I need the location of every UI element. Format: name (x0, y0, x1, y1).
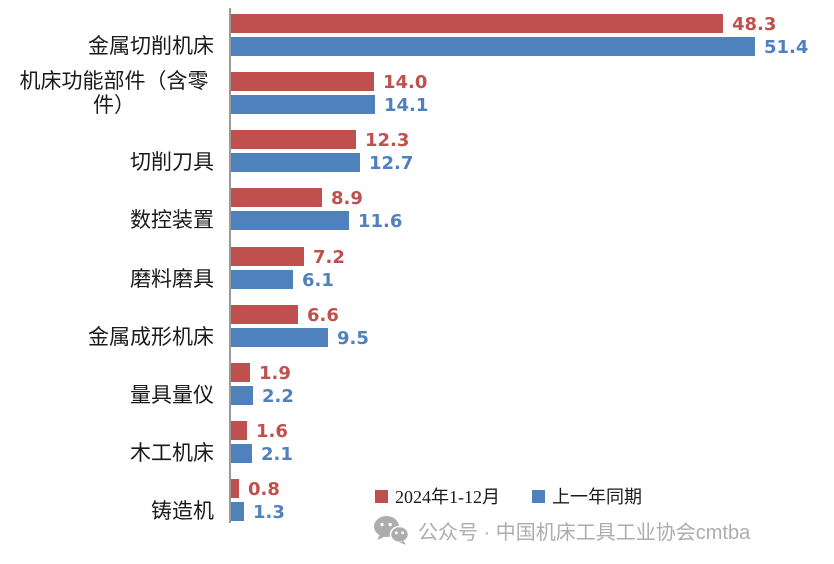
category-label: 木工机床 (130, 441, 214, 466)
category-label-row: 金属切削机床 (0, 14, 220, 59)
legend-swatch-prev-year (532, 489, 545, 503)
bar-2024 (231, 14, 723, 33)
value-label-2024: 6.6 (307, 305, 339, 326)
category-label: 量具量仪 (130, 383, 214, 408)
value-label-2024: 1.6 (256, 421, 288, 442)
value-label-2024: 14.0 (383, 72, 428, 93)
bar-prev-year (231, 270, 293, 289)
value-label-prev-year: 2.2 (262, 386, 294, 407)
category-label-row: 铸造机 (0, 479, 220, 524)
bar-2024 (231, 72, 374, 91)
bar-prev-year (231, 502, 244, 521)
legend-label-2024: 2024年1-12月 (395, 487, 500, 507)
watermark: 公众号 · 中国机床工具工业协会cmtba (373, 515, 750, 545)
category-label-row: 机床功能部件（含零件） (0, 69, 220, 117)
bar-2024 (231, 479, 239, 498)
category-label: 铸造机 (151, 499, 214, 524)
value-label-prev-year: 2.1 (261, 444, 293, 465)
value-label-2024: 7.2 (313, 247, 345, 268)
bar-2024 (231, 363, 250, 382)
category-label: 金属切削机床 (88, 34, 214, 59)
value-label-2024: 8.9 (331, 188, 363, 209)
value-label-prev-year: 12.7 (369, 153, 414, 174)
value-label-2024: 0.8 (248, 479, 280, 500)
bar-prev-year (231, 95, 375, 114)
bar-prev-year (231, 444, 252, 463)
category-label-row: 数控装置 (0, 188, 220, 233)
value-label-prev-year: 6.1 (302, 270, 334, 291)
bar-prev-year (231, 211, 349, 230)
category-label: 机床功能部件（含零件） (19, 69, 209, 117)
value-label-prev-year: 11.6 (358, 211, 403, 232)
bar-prev-year (231, 37, 755, 56)
legend-label-prev-year: 上一年同期 (552, 487, 642, 507)
category-label-row: 量具量仪 (0, 363, 220, 408)
bar-2024 (231, 130, 356, 149)
value-label-prev-year: 14.1 (384, 95, 429, 116)
category-axis-line (229, 8, 231, 523)
bar-2024 (231, 305, 298, 324)
value-label-2024: 48.3 (732, 14, 777, 35)
bar-prev-year (231, 328, 328, 347)
value-label-prev-year: 9.5 (337, 328, 369, 349)
watermark-text: 公众号 · 中国机床工具工业协会cmtba (418, 521, 751, 544)
value-label-prev-year: 1.3 (253, 502, 285, 523)
bar-prev-year (231, 386, 253, 405)
bar-2024 (231, 188, 322, 207)
value-label-2024: 1.9 (259, 363, 291, 384)
value-label-prev-year: 51.4 (764, 37, 809, 58)
bar-2024 (231, 247, 304, 266)
category-label-row: 磨料磨具 (0, 247, 220, 292)
category-label-row: 切削刀具 (0, 130, 220, 175)
category-label: 金属成形机床 (88, 325, 214, 350)
category-label-row: 金属成形机床 (0, 305, 220, 350)
category-label: 切削刀具 (130, 150, 214, 175)
category-label: 磨料磨具 (130, 267, 214, 292)
legend: 2024年1-12月 上一年同期 (375, 483, 642, 509)
wechat-icon (374, 516, 409, 545)
legend-swatch-2024 (375, 489, 388, 503)
bar-prev-year (231, 153, 360, 172)
category-label-row: 木工机床 (0, 421, 220, 466)
value-label-2024: 12.3 (365, 130, 410, 151)
category-label: 数控装置 (130, 208, 214, 233)
bar-2024 (231, 421, 247, 440)
